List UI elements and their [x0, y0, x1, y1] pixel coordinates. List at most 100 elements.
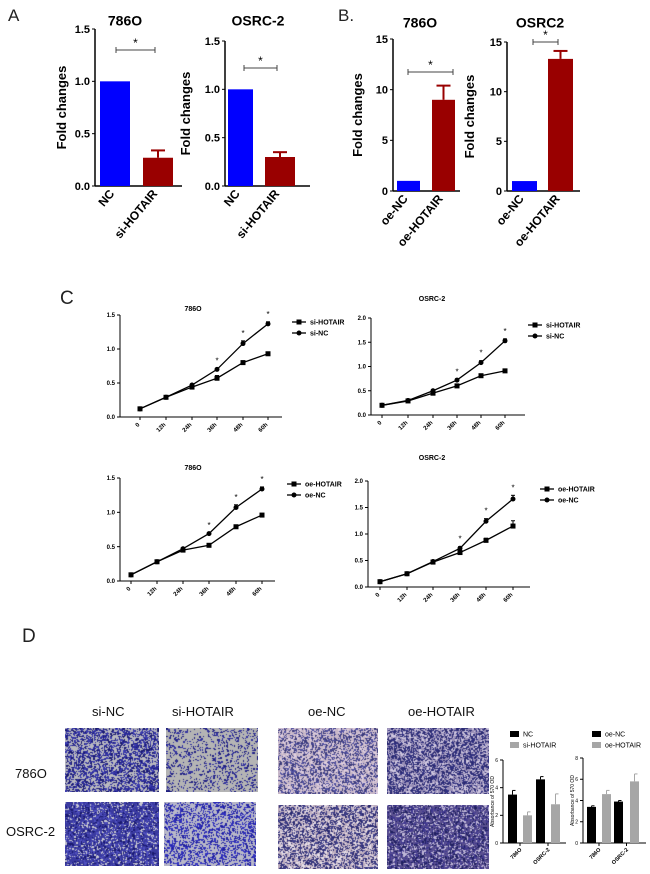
series-line-si-nc — [381, 340, 506, 406]
legend-swatch — [510, 731, 519, 737]
y-tick-label: 0.0 — [107, 415, 116, 421]
micrograph-oe-nc-osrc-2 — [278, 805, 378, 869]
legend-marker — [296, 330, 302, 336]
x-tick-label: OSRC-2 — [532, 847, 551, 866]
bar-nc — [228, 89, 253, 186]
bar-oe-hotair — [548, 58, 573, 192]
significance-star: * — [207, 521, 210, 530]
y-tick-label: 0.5 — [358, 389, 367, 395]
significance-star: * — [215, 357, 218, 366]
x-tick-label: 36h — [450, 592, 462, 604]
chart-title: 786O — [184, 465, 202, 472]
y-axis-label: Absorbance of 570 OD — [570, 775, 576, 826]
series-line-oe-nc — [379, 498, 514, 583]
x-tick-label: NC — [95, 187, 117, 210]
chart-title: OSRC-2 — [419, 296, 446, 303]
legend-label: oe-NC — [605, 732, 625, 739]
significance-star: * — [266, 310, 269, 319]
x-tick-label: 48h — [476, 592, 488, 604]
y-tick-label: 4 — [575, 798, 578, 804]
micrograph-si-nc-786o — [65, 728, 159, 792]
x-tick-label: 0 — [377, 420, 384, 427]
x-tick-label: 0 — [375, 592, 382, 599]
x-tick-label: 48h — [233, 422, 245, 434]
data-point — [128, 572, 134, 578]
x-tick-label: 60h — [495, 420, 507, 432]
y-tick-label: 0.5 — [107, 545, 116, 551]
y-tick-label: 1.5 — [107, 476, 116, 482]
data-point — [265, 321, 271, 327]
bar-oe-hotair — [432, 99, 455, 191]
legend-label: si-NC — [310, 331, 328, 338]
y-tick-label: 1.0 — [75, 76, 90, 88]
x-tick-label: 60h — [258, 422, 270, 434]
data-point — [502, 368, 508, 374]
data-point — [457, 545, 463, 551]
significance-star: * — [455, 368, 458, 377]
x-tick-label: 48h — [471, 420, 483, 432]
y-tick-label: 1.5 — [75, 24, 90, 36]
bar-oe-hotair — [602, 794, 611, 843]
y-tick-label: 1.0 — [107, 510, 116, 516]
y-tick-label: 2 — [575, 820, 578, 826]
significance-star: * — [428, 58, 433, 72]
data-point — [478, 373, 484, 379]
y-axis-label: Absorbance of 570 OD — [490, 776, 496, 827]
panel-label-c: C — [60, 288, 74, 309]
y-tick-label: 0 — [382, 186, 388, 198]
micrograph-oe-hotair-786o — [387, 728, 489, 794]
y-tick-label: 1.0 — [358, 365, 367, 371]
data-point — [430, 388, 436, 394]
bar-nc — [536, 779, 545, 843]
y-tick-label: 5 — [382, 135, 388, 147]
y-tick-label: 1.0 — [205, 84, 220, 96]
bar-oe-nc — [587, 806, 596, 843]
data-point — [510, 496, 516, 502]
y-tick-label: 0.5 — [107, 381, 116, 387]
micrograph-oe-hotair-osrc-2 — [387, 805, 489, 869]
data-point — [259, 512, 265, 518]
chart-6: 0.0 0.5 1.0 1.5 786O 0 12h 24h 36h 48h 60h oe-HOTAI… — [107, 465, 342, 598]
row-label-osrc-2: OSRC-2 — [6, 824, 56, 839]
data-point — [233, 524, 239, 530]
y-tick-label: 1.5 — [358, 340, 367, 346]
legend-label: oe-HOTAIR — [305, 482, 342, 489]
y-tick-label: 2.0 — [358, 316, 367, 322]
legend-swatch — [510, 742, 519, 748]
bar-si-hotair — [265, 157, 295, 186]
x-tick-label: 0 — [126, 586, 133, 593]
y-tick-label: 15 — [490, 37, 502, 49]
series-line-si-hotair — [381, 370, 506, 406]
series-line-oe-nc — [130, 488, 263, 576]
x-tick-label: NC — [221, 187, 243, 210]
data-point — [457, 550, 463, 556]
y-tick-label: 10 — [376, 85, 388, 97]
data-point — [206, 531, 212, 537]
chart-8: 0 2 4 6 Absorbance of 570 OD 786O OSRC-2 NC si-H… — [490, 731, 566, 866]
legend-marker — [291, 481, 297, 487]
legend-swatch — [592, 742, 601, 748]
chart-9: 0 2 4 6 8 Absorbance of 570 OD 786O OSRC-2 oe-NC… — [570, 731, 646, 866]
row-label-786o: 786O — [15, 766, 47, 781]
legend-label: NC — [523, 732, 533, 739]
y-tick-label: 4 — [495, 785, 498, 791]
y-axis-label: Fold changes — [462, 75, 477, 159]
bar-oe-hotair — [630, 781, 639, 843]
y-tick-label: 2 — [495, 813, 498, 819]
y-tick-label: 15 — [376, 34, 388, 46]
x-tick-label: 786O — [589, 847, 603, 861]
y-tick-label: 6 — [495, 758, 498, 764]
y-tick-label: 5 — [496, 136, 502, 148]
data-point — [454, 383, 460, 389]
column-label-oe-nc: oe-NC — [308, 704, 346, 719]
y-tick-label: 1.5 — [205, 36, 220, 48]
legend-label: oe-HOTAIR — [558, 487, 595, 494]
bar-oe-nc — [512, 181, 537, 191]
legend-label: oe-NC — [305, 493, 326, 500]
chart-title: 786O — [184, 306, 202, 313]
y-tick-label: 1.5 — [355, 506, 364, 512]
legend-swatch — [592, 731, 601, 737]
x-tick-label: 60h — [503, 592, 515, 604]
